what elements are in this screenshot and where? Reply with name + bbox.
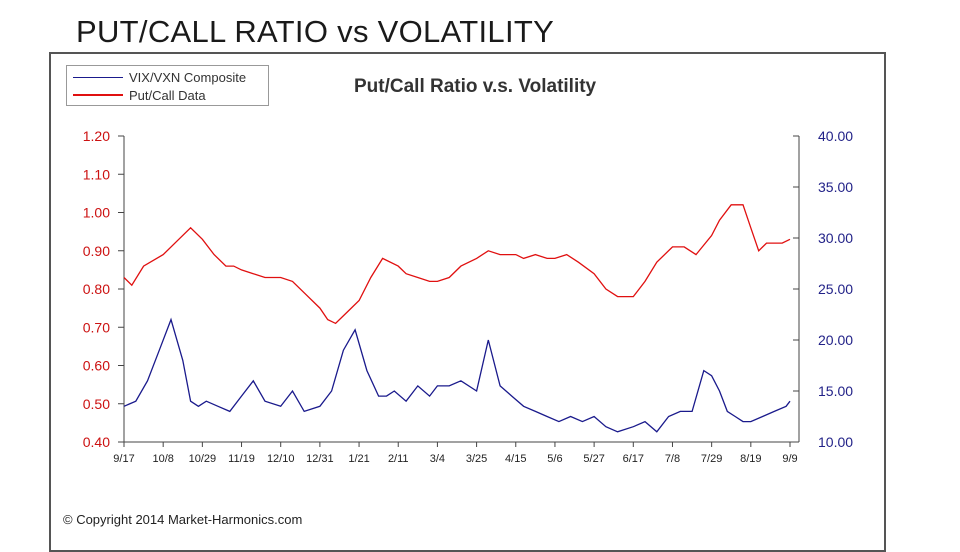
x-tick-label: 7/29: [701, 453, 722, 465]
x-tick-label: 9/9: [782, 453, 797, 465]
chart-frame: [49, 52, 886, 552]
legend-label-putcall: Put/Call Data: [129, 87, 206, 103]
series-line-vix: [123, 317, 791, 433]
x-tick-label: 7/8: [665, 453, 680, 465]
left-tick-label: 1.00: [83, 205, 110, 221]
left-tick-label: 0.80: [83, 281, 110, 297]
x-tick-label: 5/27: [583, 453, 604, 465]
x-axis-ticks: 9/17 10/8 10/29 11/19 12/10 12/31 1/21 2/11 3/4 3…: [113, 442, 798, 465]
right-tick-label: 35.00: [818, 179, 853, 195]
x-tick-label: 1/21: [348, 453, 369, 465]
right-tick-label: 40.00: [818, 128, 853, 144]
x-tick-label: 9/17: [113, 453, 134, 465]
right-tick-label: 25.00: [818, 281, 853, 297]
x-tick-label: 12/31: [306, 453, 334, 465]
legend-item-vix: VIX/VXN Composite: [67, 69, 246, 85]
legend-label-vix: VIX/VXN Composite: [129, 69, 247, 85]
left-tick-label: 0.90: [83, 243, 110, 259]
x-tick-label: 10/8: [152, 453, 173, 465]
left-tick-label: 0.40: [83, 434, 110, 450]
chart-title: Put/Call Ratio v.s. Volatility: [354, 76, 597, 97]
series-line-putcall: [123, 204, 791, 325]
chart-axes: [123, 136, 800, 443]
right-tick-label: 10.00: [818, 434, 853, 450]
left-tick-label: 0.60: [83, 358, 110, 374]
x-tick-label: 5/6: [547, 453, 562, 465]
left-tick-label: 0.70: [83, 319, 110, 335]
x-tick-label: 3/4: [430, 453, 445, 465]
legend-swatch-putcall: [73, 94, 123, 96]
legend-item-putcall: Put/Call Data: [67, 87, 206, 103]
x-tick-label: 4/15: [505, 453, 526, 465]
right-tick-label: 15.00: [818, 383, 853, 399]
x-tick-label: 8/19: [740, 453, 761, 465]
x-tick-label: 12/10: [267, 453, 295, 465]
x-tick-label: 10/29: [189, 453, 217, 465]
chart-legend: VIX/VXN Composite Put/Call Data: [66, 65, 269, 106]
left-axis-ticks: 1.20 1.10 1.00 0.90 0.80 0.70 0.60 0.50 0.40: [83, 128, 124, 450]
chart-svg: 1.20 1.10 1.00 0.90 0.80 0.70 0.60 0.50 0.40 40.…: [83, 128, 853, 465]
x-tick-label: 3/25: [466, 453, 487, 465]
right-axis-ticks: 40.00 35.00 30.00 25.00 20.00 15.00 10.00: [793, 128, 853, 450]
x-tick-label: 6/17: [623, 453, 644, 465]
slide-title: PUT/CALL RATIO vs VOLATILITY: [76, 14, 555, 49]
right-tick-label: 20.00: [818, 332, 853, 348]
copyright-notice: © Copyright 2014 Market-Harmonics.com: [63, 512, 303, 527]
x-tick-label: 2/11: [388, 453, 409, 465]
right-tick-label: 30.00: [818, 230, 853, 246]
x-tick-label: 11/19: [228, 453, 255, 465]
legend-swatch-vix: [73, 76, 123, 78]
left-tick-label: 1.20: [83, 128, 110, 144]
left-tick-label: 1.10: [83, 166, 110, 182]
left-tick-label: 0.50: [83, 396, 110, 412]
